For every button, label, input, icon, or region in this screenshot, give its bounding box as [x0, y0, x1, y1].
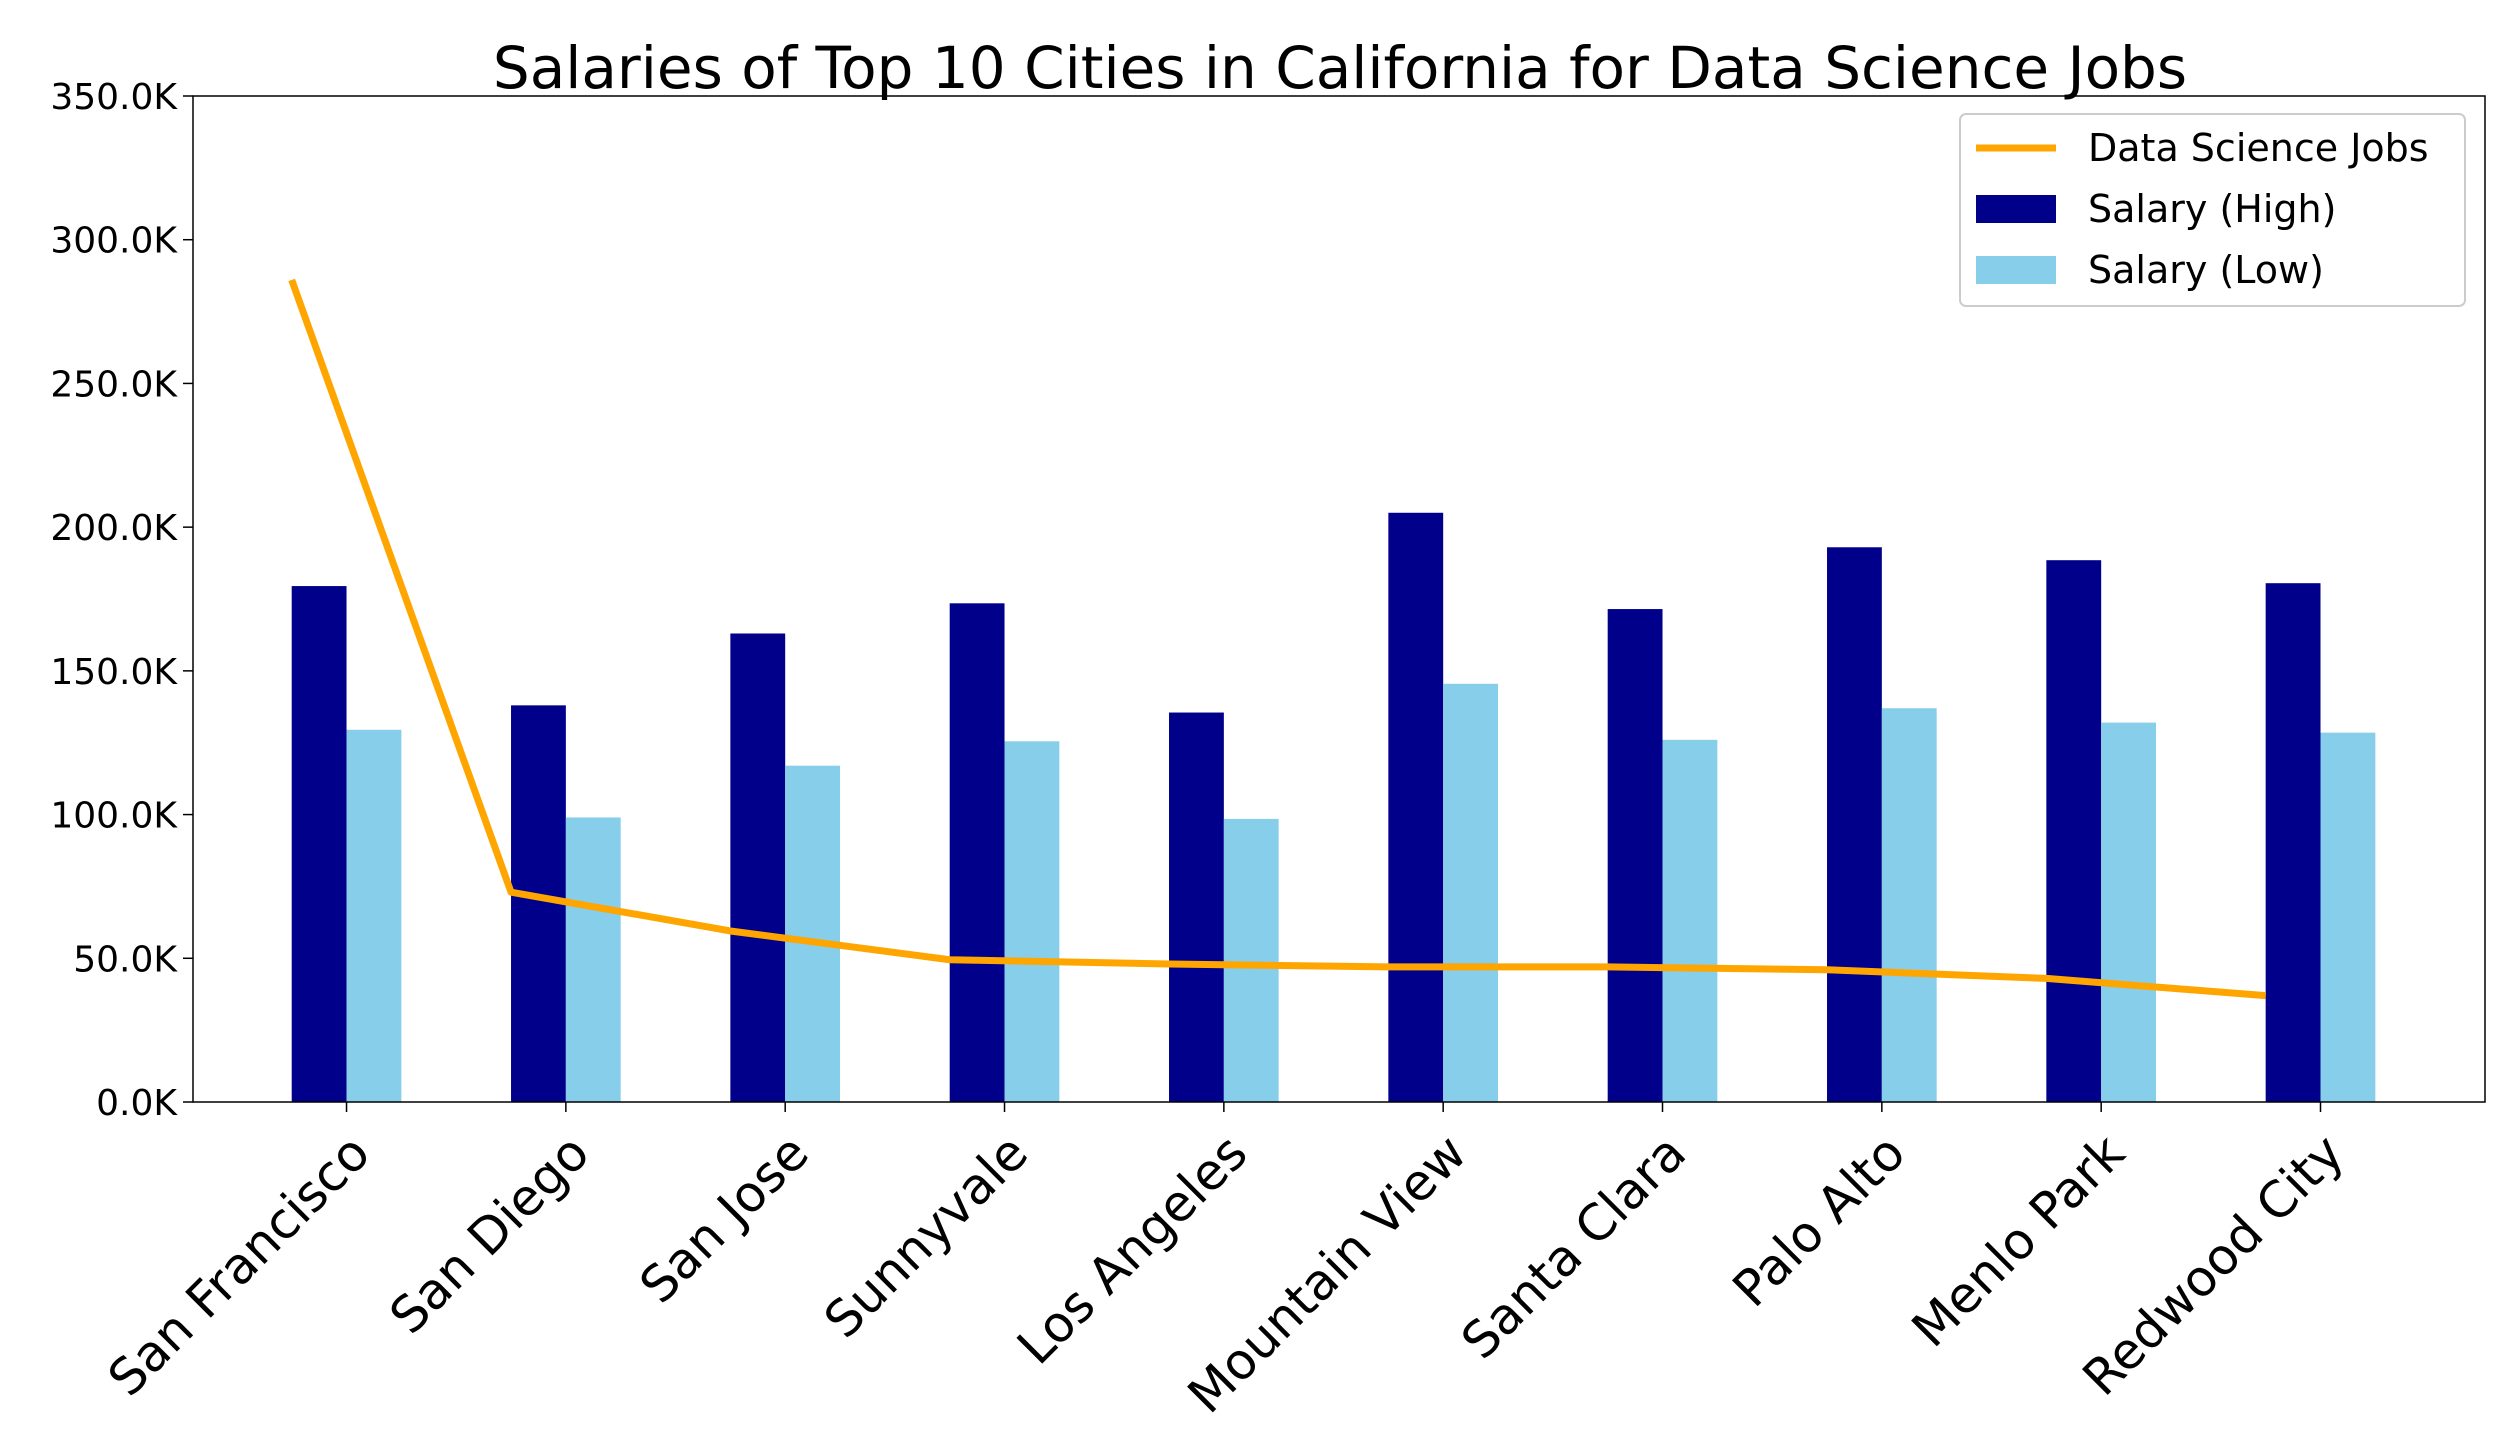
plot-frame [192, 95, 2486, 1103]
bar-low-4 [1223, 818, 1279, 1102]
bar-low-7 [1881, 708, 1937, 1102]
y-tick-label-7: 350.0K [50, 77, 178, 118]
bar-low-6 [1662, 739, 1718, 1102]
bar-low-0 [346, 729, 402, 1102]
y-tick-label-2: 100.0K [50, 796, 178, 837]
bar-low-9 [2320, 732, 2376, 1102]
chart-title: Salaries of Top 10 Cities in California … [493, 34, 2187, 102]
bar-high-9 [2265, 583, 2321, 1102]
legend-label-1: Salary (High) [2088, 187, 2336, 231]
bar-high-7 [1827, 547, 1882, 1102]
legend-swatch-1 [1976, 195, 2056, 223]
legend-label-0: Data Science Jobs [2088, 126, 2429, 170]
y-tick-label-6: 300.0K [50, 221, 178, 262]
bar-high-6 [1607, 609, 1663, 1102]
y-tick-label-0: 0.0K [96, 1083, 178, 1124]
y-axis: 0.0K 50.0K 100.0K 150.0K 200.0K 250.0K 300.0K 3… [50, 77, 193, 1124]
bar-high-2 [730, 633, 786, 1102]
bar-high-4 [1169, 712, 1224, 1102]
bar-low-1 [565, 817, 621, 1102]
bar-high-0 [291, 586, 347, 1102]
legend-label-2: Salary (Low) [2088, 248, 2324, 292]
bar-low-5 [1443, 683, 1499, 1102]
y-tick-label-1: 50.0K [73, 939, 178, 980]
bar-high-8 [2046, 560, 2102, 1102]
y-tick-label-3: 150.0K [50, 652, 178, 693]
bars-layer [291, 512, 2376, 1102]
legend-swatch-2 [1976, 256, 2056, 284]
bar-high-3 [949, 603, 1005, 1102]
legend-box [1959, 113, 2466, 307]
y-tick-label-5: 250.0K [50, 364, 178, 405]
bar-high-5 [1388, 512, 1444, 1102]
bar-low-3 [1004, 741, 1060, 1102]
legend: Data Science Jobs Salary (High) Salary (Lo… [1959, 113, 2466, 307]
y-tick-label-4: 200.0K [50, 508, 178, 549]
bar-low-8 [2101, 722, 2157, 1102]
bar-low-2 [785, 765, 841, 1102]
line-layer [288, 278, 2266, 1000]
line-data-science-jobs [288, 278, 2266, 1000]
